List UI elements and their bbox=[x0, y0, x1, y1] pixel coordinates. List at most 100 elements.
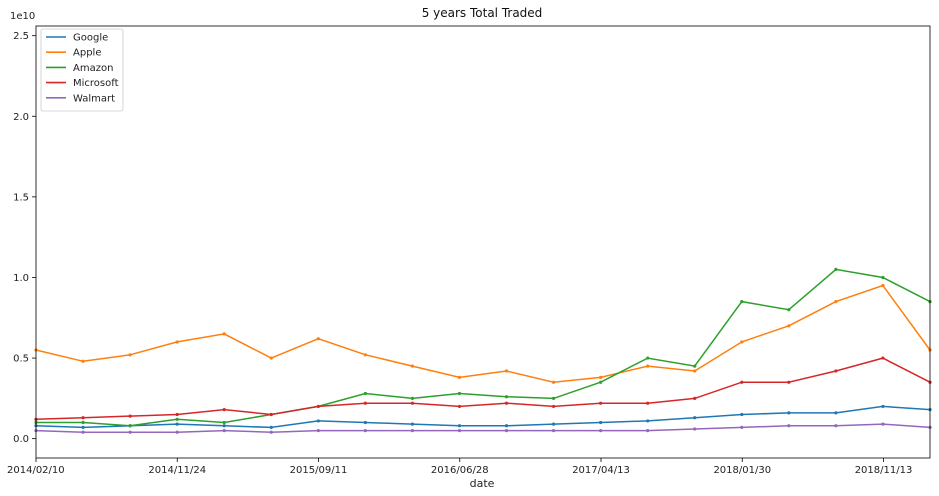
data-point-google bbox=[693, 416, 697, 420]
x-tick-label: 2017/04/13 bbox=[572, 465, 630, 476]
data-point-microsoft bbox=[81, 416, 85, 420]
data-point-apple bbox=[81, 359, 85, 363]
data-point-walmart bbox=[599, 428, 603, 433]
legend: Google Apple Amazon Microsoft Walmart bbox=[40, 28, 124, 112]
y-tick-label: 2.5 bbox=[13, 31, 29, 42]
data-point-walmart bbox=[551, 428, 556, 433]
data-point-apple bbox=[881, 283, 885, 288]
data-point-google bbox=[551, 422, 556, 426]
data-point-google bbox=[81, 425, 85, 429]
data-point-google bbox=[504, 424, 509, 428]
data-point-microsoft bbox=[646, 401, 650, 405]
data-point-apple bbox=[128, 353, 132, 357]
data-point-walmart bbox=[787, 424, 791, 428]
data-point-google bbox=[457, 424, 462, 428]
data-point-apple bbox=[646, 364, 650, 368]
series-line-google bbox=[35, 405, 931, 429]
data-point-apple bbox=[269, 356, 273, 360]
legend-label: Amazon bbox=[73, 63, 113, 74]
data-point-microsoft bbox=[881, 356, 885, 360]
data-point-walmart bbox=[316, 428, 320, 433]
data-point-apple bbox=[504, 369, 509, 373]
data-point-amazon bbox=[175, 417, 179, 421]
data-point-apple bbox=[316, 337, 320, 341]
data-point-amazon bbox=[646, 356, 650, 360]
data-point-microsoft bbox=[551, 404, 556, 409]
series-line-walmart bbox=[35, 423, 931, 433]
y-axis: 0.0 0.5 1.0 1.5 2.0 2.5 bbox=[13, 31, 36, 445]
data-point-amazon bbox=[81, 420, 85, 425]
series-line-amazon bbox=[36, 268, 931, 427]
data-point-walmart bbox=[740, 425, 744, 429]
data-point-google bbox=[787, 411, 791, 415]
data-point-microsoft bbox=[175, 412, 179, 417]
data-point-google bbox=[175, 422, 179, 426]
data-point-amazon bbox=[222, 420, 226, 425]
y-tick-label: 2.0 bbox=[13, 112, 29, 123]
y-axis-offset-label: 1e10 bbox=[10, 11, 35, 22]
data-point-apple bbox=[222, 332, 226, 336]
y-tick-label: 1.0 bbox=[13, 273, 29, 284]
chart-title: 5 years Total Traded bbox=[422, 6, 543, 20]
y-tick-label: 1.5 bbox=[13, 192, 29, 203]
data-point-walmart bbox=[222, 428, 226, 433]
data-point-amazon bbox=[599, 380, 603, 384]
x-axis-title: date bbox=[470, 477, 495, 490]
data-point-apple bbox=[551, 380, 556, 384]
data-point-walmart bbox=[834, 424, 838, 428]
legend-label: Apple bbox=[73, 48, 101, 59]
series-layer bbox=[34, 267, 932, 434]
data-point-google bbox=[834, 411, 838, 415]
data-point-walmart bbox=[881, 422, 885, 426]
data-point-amazon bbox=[693, 364, 697, 368]
legend-label: Walmart bbox=[73, 93, 115, 104]
data-point-walmart bbox=[175, 430, 179, 434]
data-point-apple bbox=[175, 340, 179, 344]
x-tick-label: 2014/02/10 bbox=[7, 465, 65, 476]
data-point-apple bbox=[363, 353, 367, 357]
data-point-google bbox=[316, 419, 320, 423]
data-point-amazon bbox=[787, 308, 791, 312]
legend-box bbox=[40, 28, 124, 112]
data-point-amazon bbox=[881, 275, 885, 280]
x-tick-label: 2015/09/11 bbox=[290, 465, 348, 476]
data-point-google bbox=[881, 404, 885, 409]
data-point-walmart bbox=[693, 427, 697, 431]
data-point-apple bbox=[740, 340, 744, 344]
data-point-walmart bbox=[81, 430, 85, 434]
data-point-apple bbox=[457, 375, 462, 380]
x-tick-label: 2018/11/13 bbox=[855, 465, 913, 476]
legend-label: Microsoft bbox=[73, 78, 119, 89]
plot-frame bbox=[35, 25, 931, 459]
data-point-microsoft bbox=[457, 404, 462, 409]
data-point-walmart bbox=[128, 430, 132, 434]
y-tick-label: 0.5 bbox=[13, 354, 29, 365]
data-point-apple bbox=[599, 375, 603, 380]
data-point-microsoft bbox=[363, 401, 367, 405]
data-point-google bbox=[599, 420, 603, 425]
x-tick-label: 2014/11/24 bbox=[148, 465, 206, 476]
data-point-walmart bbox=[646, 428, 650, 433]
data-point-amazon bbox=[551, 396, 556, 400]
data-point-walmart bbox=[269, 430, 273, 434]
data-point-apple bbox=[787, 324, 791, 328]
data-point-walmart bbox=[504, 428, 509, 433]
data-point-microsoft bbox=[834, 369, 838, 373]
series-line-microsoft bbox=[35, 357, 931, 421]
data-point-google bbox=[222, 424, 226, 428]
data-point-walmart bbox=[457, 428, 462, 433]
x-tick-label: 2018/01/30 bbox=[713, 465, 771, 476]
data-point-microsoft bbox=[787, 380, 791, 384]
x-axis: 2014/02/10 2014/11/24 2015/09/11 2016/06/28… bbox=[7, 458, 912, 476]
data-point-amazon bbox=[410, 396, 415, 400]
data-point-google bbox=[269, 425, 273, 429]
data-point-microsoft bbox=[693, 396, 697, 400]
data-point-microsoft bbox=[222, 408, 226, 412]
data-point-google bbox=[646, 419, 650, 423]
data-point-microsoft bbox=[128, 414, 132, 418]
data-point-apple bbox=[410, 364, 415, 368]
data-point-amazon bbox=[834, 267, 838, 272]
series-line-apple bbox=[35, 284, 931, 383]
data-point-google bbox=[410, 422, 415, 426]
